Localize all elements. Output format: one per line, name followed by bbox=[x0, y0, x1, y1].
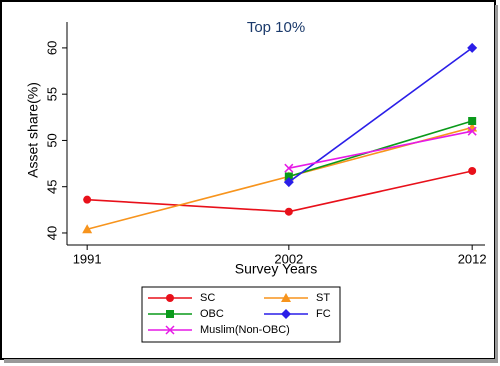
x-tick-label: 2002 bbox=[274, 251, 303, 266]
legend-label: SC bbox=[200, 292, 215, 304]
legend-label: FC bbox=[316, 308, 331, 320]
marker bbox=[283, 177, 294, 188]
y-axis-label: Asset share(%) bbox=[25, 82, 41, 178]
legend-label: OBC bbox=[200, 308, 224, 320]
marker bbox=[82, 224, 93, 234]
y-tick-label: 45 bbox=[44, 179, 59, 193]
series-line bbox=[288, 47, 473, 183]
y-tick-label: 60 bbox=[44, 41, 59, 55]
legend-label: Muslim(Non-OBC) bbox=[200, 324, 290, 336]
y-tick-label: 50 bbox=[44, 133, 59, 147]
frame-shadow bbox=[495, 5, 498, 363]
x-axis-label: Survey Years bbox=[235, 261, 318, 277]
frame-shadow bbox=[4, 359, 497, 363]
marker bbox=[468, 117, 477, 126]
marker bbox=[467, 42, 478, 53]
legend-marker bbox=[165, 325, 175, 335]
marker bbox=[468, 166, 477, 175]
series-line bbox=[288, 120, 473, 178]
legend-label: ST bbox=[316, 292, 330, 304]
chart-title: Top 10% bbox=[247, 19, 305, 36]
y-tick-label: 55 bbox=[44, 87, 59, 101]
marker bbox=[83, 195, 92, 204]
x-tick-label: 2012 bbox=[458, 251, 487, 266]
x-tick-label: 1991 bbox=[73, 251, 102, 266]
legend-marker bbox=[281, 293, 291, 302]
legend-marker bbox=[166, 294, 174, 302]
legend-marker bbox=[166, 310, 174, 318]
legend-marker bbox=[281, 309, 291, 319]
marker bbox=[284, 172, 293, 181]
series-line bbox=[288, 130, 473, 169]
marker bbox=[467, 126, 477, 136]
marker bbox=[284, 163, 294, 173]
y-tick-label: 40 bbox=[44, 226, 59, 240]
marker bbox=[284, 207, 293, 216]
